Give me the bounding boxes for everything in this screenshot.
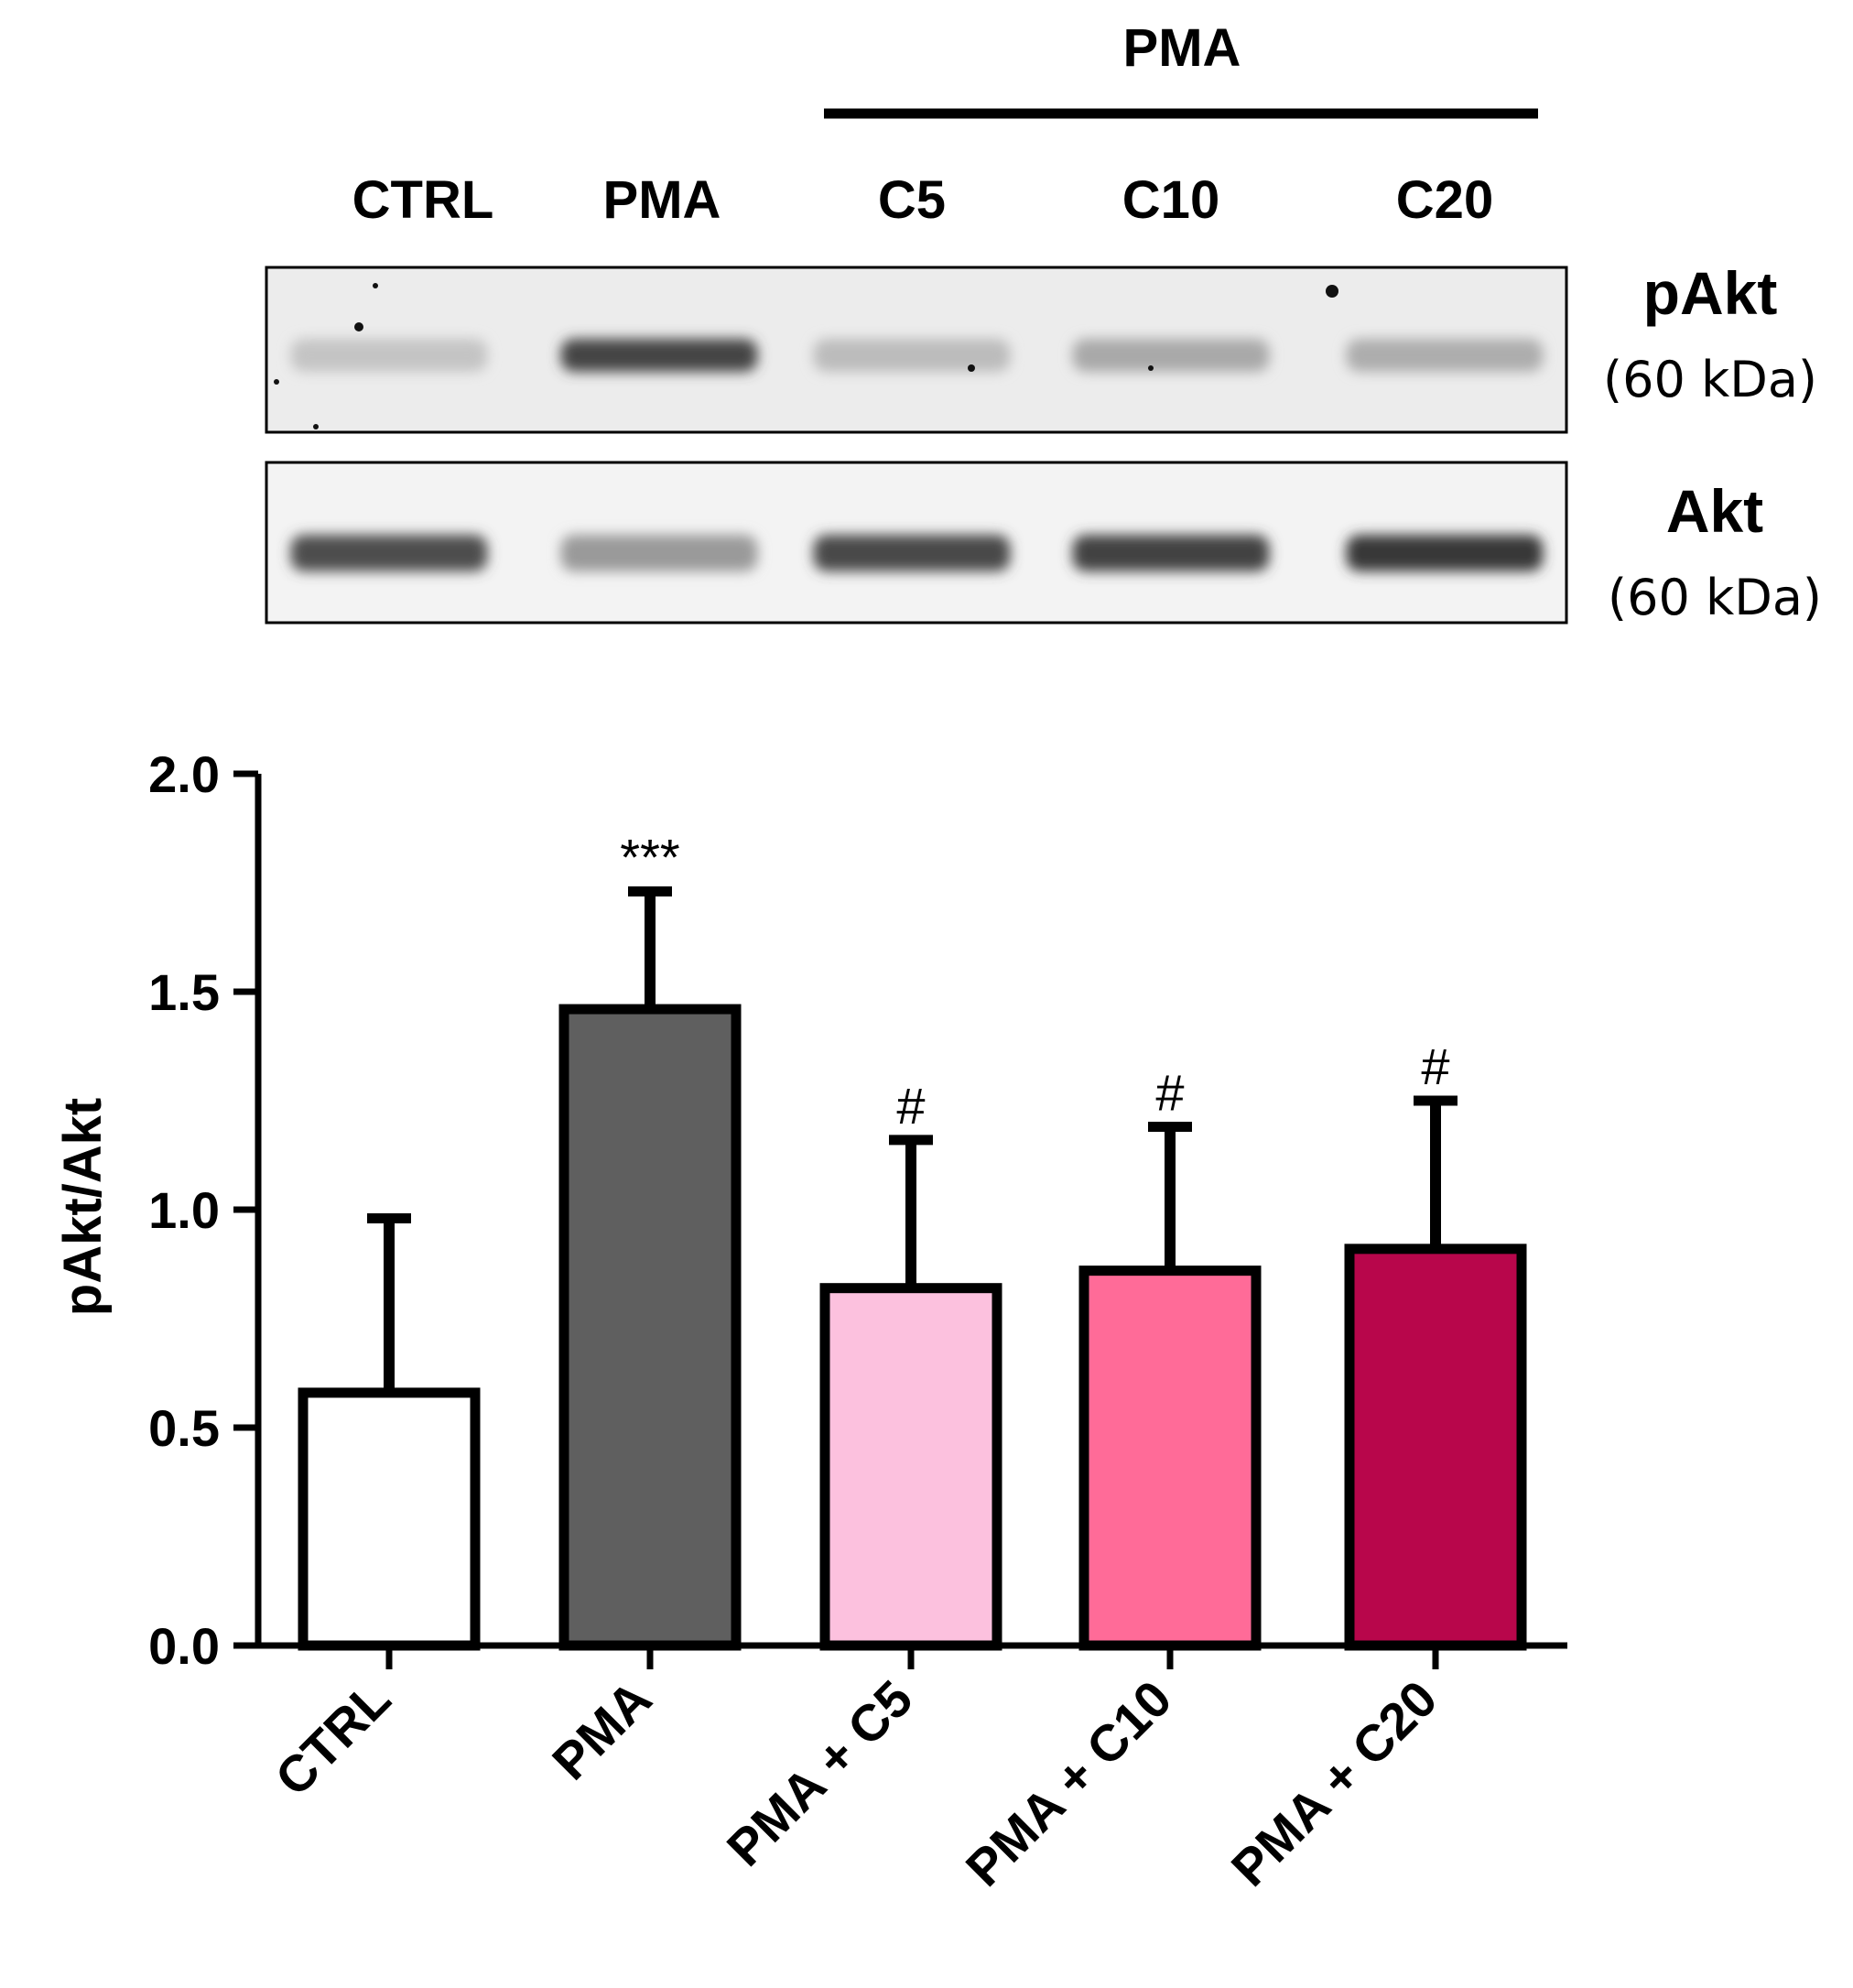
blot-lane-label: PMA	[603, 170, 721, 230]
pakt-band	[813, 339, 1011, 372]
y-axis-label: pAkt/Akt	[53, 1098, 113, 1316]
bars	[298, 1004, 1527, 1651]
bar-chart: pAkt/Akt *** # # # 0.0 0.5 1.0 1.5 2.0 CTRL PMA P…	[53, 745, 1567, 1897]
pakt-band-size: (60 kDa)	[1603, 351, 1817, 408]
blot-specks	[274, 283, 1338, 429]
y-tick-label: 0.5	[148, 1399, 220, 1457]
x-axis: CTRL PMA PMA + C5 PMA + C10 PMA + C20	[255, 1642, 1567, 1897]
significance-label: ***	[620, 829, 679, 886]
x-tick-label: PMA + C20	[1220, 1669, 1448, 1897]
blot-group-label: PMA	[1123, 18, 1241, 78]
bar	[1078, 1266, 1262, 1651]
blot-lane-label: C10	[1122, 170, 1219, 230]
blot-lane-label: C5	[878, 170, 946, 230]
bar	[1344, 1244, 1527, 1651]
akt-band-size: (60 kDa)	[1608, 569, 1822, 626]
pakt-bands	[290, 339, 1544, 372]
blot-lane-label: CTRL	[352, 170, 494, 230]
pakt-blot-panel	[265, 266, 1568, 434]
akt-band	[1346, 535, 1544, 571]
akt-band	[290, 535, 488, 571]
akt-band	[1072, 535, 1270, 571]
x-tick-label: PMA + C5	[716, 1669, 924, 1877]
error-bars	[367, 886, 1457, 1393]
akt-blot-panel	[265, 461, 1568, 625]
significance-label: #	[896, 1077, 925, 1135]
bar	[819, 1283, 1002, 1651]
akt-bands	[290, 535, 1544, 571]
x-tick-label: PMA + C10	[955, 1669, 1183, 1897]
x-tick-label: PMA	[541, 1669, 663, 1791]
pakt-band-name: pAkt	[1643, 259, 1778, 327]
significance-marks: *** # # #	[620, 829, 1449, 1135]
significance-label: #	[1155, 1064, 1184, 1122]
x-tick-label: CTRL	[264, 1669, 401, 1807]
pakt-band	[1346, 339, 1544, 372]
akt-band-name: Akt	[1666, 477, 1763, 545]
pakt-band	[560, 339, 758, 372]
akt-band	[813, 535, 1011, 571]
significance-label: #	[1421, 1037, 1449, 1095]
y-tick-label: 1.5	[148, 963, 220, 1021]
y-tick-label: 1.0	[148, 1181, 220, 1239]
bar	[298, 1387, 481, 1651]
bar	[558, 1004, 742, 1651]
western-blot: PMA CTRL PMA C5 C10 C20 pAkt (60 kDa)	[265, 18, 1822, 626]
pakt-band	[290, 339, 488, 372]
y-tick-label: 0.0	[148, 1617, 220, 1675]
y-axis: 0.0 0.5 1.0 1.5 2.0	[148, 745, 262, 1675]
akt-band	[560, 535, 758, 571]
pakt-band	[1072, 339, 1270, 372]
blot-lane-label: C20	[1396, 170, 1493, 230]
y-tick-label: 2.0	[148, 745, 220, 803]
